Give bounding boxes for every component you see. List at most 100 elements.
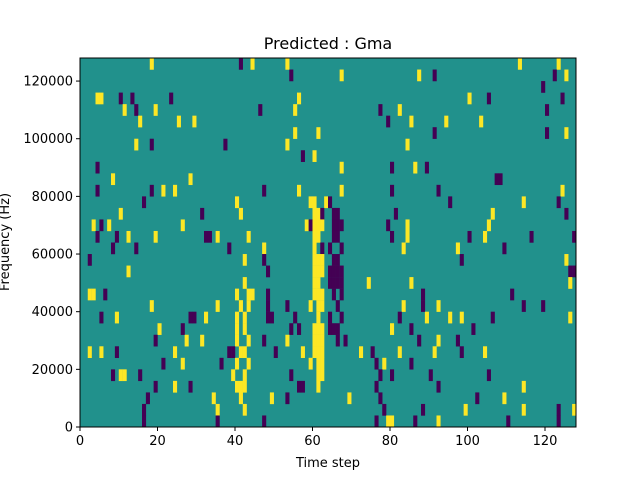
heatmap-cell <box>448 311 453 324</box>
x-tick-label: 20 <box>149 434 166 449</box>
heatmap-cell <box>297 92 302 105</box>
heatmap-cell <box>238 380 243 393</box>
heatmap-cell <box>316 127 321 139</box>
x-axis-ticks: 0 20 40 60 80 100 120 <box>76 427 557 449</box>
heatmap-cell <box>405 230 410 243</box>
heatmap-cell <box>188 311 193 324</box>
heatmap-cell <box>428 369 433 382</box>
heatmap-cell <box>188 380 193 393</box>
heatmap-cell <box>258 104 263 116</box>
heatmap-cell <box>95 184 100 197</box>
heatmap-cell <box>545 104 550 116</box>
heatmap-cell <box>266 311 271 324</box>
heatmap-cell <box>564 127 569 139</box>
heatmap-cell <box>436 380 441 393</box>
heatmap-cell <box>455 334 460 347</box>
heatmap-cell <box>173 380 178 393</box>
heatmap-cell <box>130 92 135 105</box>
heatmap-cell <box>262 415 267 428</box>
heatmap-cell <box>335 207 340 220</box>
heatmap-cell <box>390 415 395 428</box>
heatmap-cell <box>180 219 185 232</box>
heatmap-cell <box>266 300 271 312</box>
heatmap-cell <box>366 277 371 289</box>
heatmap-cell <box>316 311 321 324</box>
heatmap-cell <box>335 230 340 243</box>
heatmap-cell <box>328 265 333 278</box>
heatmap-cell <box>331 207 336 220</box>
heatmap-cell <box>242 346 247 359</box>
heatmap-cell <box>114 346 119 359</box>
heatmap-cell <box>316 254 321 266</box>
heatmap-cell <box>285 300 290 312</box>
heatmap-cell <box>215 230 220 243</box>
heatmap-cell <box>173 184 178 197</box>
heatmap-cell <box>289 69 294 82</box>
heatmap-cell <box>266 265 271 278</box>
heatmap-cell <box>246 334 251 347</box>
heatmap-cell <box>320 242 325 255</box>
heatmap-cell <box>297 380 302 393</box>
heatmap-cell <box>114 230 119 243</box>
heatmap-cell <box>316 207 321 220</box>
heatmap-cell <box>424 161 429 174</box>
heatmap-cell <box>331 219 336 232</box>
heatmap-cell <box>242 277 247 289</box>
heatmap-cell <box>339 184 344 197</box>
heatmap-cell <box>417 334 422 347</box>
heatmap-cell <box>153 104 158 116</box>
heatmap-cell <box>502 242 507 255</box>
heatmap-cell <box>149 184 154 197</box>
heatmap-cell <box>246 288 251 301</box>
heatmap-cell <box>204 311 209 324</box>
heatmap-cell <box>378 369 383 382</box>
heatmap-cell <box>215 300 220 312</box>
heatmap-cell <box>138 369 143 382</box>
heatmap-cell <box>312 242 317 255</box>
heatmap-cell <box>300 150 305 162</box>
heatmap-cell <box>401 242 406 255</box>
heatmap-cell <box>95 230 100 243</box>
heatmap-cell <box>316 265 321 278</box>
heatmap-cell <box>111 173 116 186</box>
x-axis-label: Time step <box>295 456 360 471</box>
heatmap-cell <box>312 230 317 243</box>
heatmap-cell <box>421 300 426 312</box>
heatmap-cell <box>308 300 313 312</box>
heatmap-cell <box>521 196 526 209</box>
heatmap-cell <box>564 254 569 266</box>
heatmap-cell <box>297 323 302 335</box>
heatmap-cell <box>405 219 410 232</box>
heatmap-cell <box>374 415 379 428</box>
heatmap-cell <box>328 242 333 255</box>
heatmap-cell <box>285 334 290 347</box>
heatmap-cell <box>459 254 464 266</box>
y-tick-label: 120000 <box>23 75 73 90</box>
heatmap-cell <box>339 242 344 255</box>
heatmap-cell <box>142 403 147 416</box>
heatmap-cell <box>126 230 131 243</box>
heatmap-cell <box>250 58 255 70</box>
heatmap-cell <box>339 219 344 232</box>
heatmap-cell <box>459 346 464 359</box>
heatmap-cell <box>87 254 92 266</box>
heatmap-cell <box>413 415 418 428</box>
x-tick-label: 40 <box>227 434 244 449</box>
heatmap-cell <box>316 277 321 289</box>
heatmap-cell <box>545 127 550 139</box>
heatmap-cell <box>300 380 305 393</box>
heatmap-cell <box>397 104 402 116</box>
heatmap-cell <box>343 334 348 347</box>
heatmap-cell <box>118 207 123 220</box>
heatmap-cell <box>510 288 515 301</box>
heatmap-cell <box>397 311 402 324</box>
heatmap-cell <box>556 58 561 70</box>
heatmap-cell <box>475 392 480 405</box>
heatmap-cell <box>502 392 507 405</box>
heatmap-cell <box>87 346 92 359</box>
heatmap-cell <box>289 369 294 382</box>
heatmap-cell <box>421 288 426 301</box>
heatmap-cell <box>180 323 185 335</box>
heatmap-cell <box>153 230 158 243</box>
heatmap-cell <box>180 357 185 370</box>
